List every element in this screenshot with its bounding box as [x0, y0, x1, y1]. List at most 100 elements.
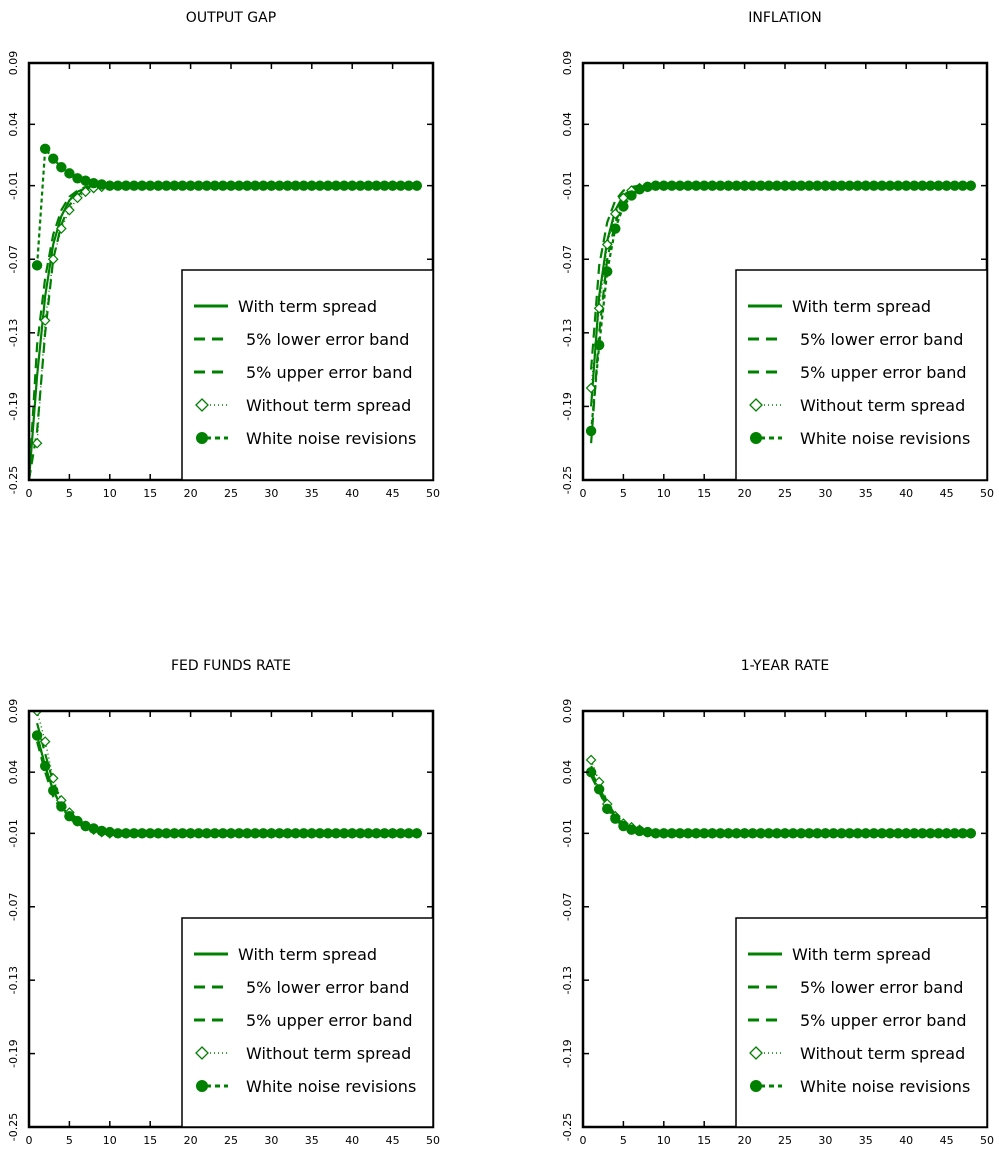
legend-label: 5% upper error band — [246, 363, 413, 382]
point-white-noise — [593, 784, 605, 795]
point-white-noise — [892, 180, 904, 191]
point-white-noise — [755, 180, 766, 191]
point-white-noise — [658, 828, 669, 839]
point-white-noise — [844, 180, 855, 191]
legend-circle-marker — [750, 1080, 762, 1092]
x-tick-label: 30 — [818, 1134, 832, 1147]
point-white-noise — [347, 828, 358, 839]
x-tick-label: 5 — [66, 487, 73, 500]
point-white-noise — [330, 828, 342, 839]
point-white-noise — [395, 828, 406, 839]
point-white-noise — [787, 180, 799, 191]
point-white-noise — [820, 180, 831, 191]
point-white-noise — [120, 828, 132, 839]
legend-label: Without term spread — [800, 1044, 965, 1063]
point-white-noise — [371, 828, 382, 839]
y-tick-label: -0.07 — [7, 245, 20, 273]
point-white-noise — [217, 828, 229, 839]
point-white-noise — [917, 828, 928, 839]
point-white-noise — [674, 828, 686, 839]
point-white-noise — [957, 828, 968, 839]
point-white-noise — [104, 180, 116, 191]
x-tick-label: 20 — [184, 1134, 198, 1147]
point-without-term-spread — [39, 736, 51, 747]
chart-panel-4: 1-YEAR RATE 0 5 10 15 20 25 30 35 40 45 50 -0.25 -0.1… — [561, 658, 994, 1147]
point-white-noise — [225, 828, 237, 839]
point-white-noise — [185, 180, 196, 191]
point-white-noise — [795, 828, 807, 839]
x-tick-label: 10 — [103, 487, 117, 500]
point-white-noise — [836, 828, 847, 839]
point-white-noise — [112, 180, 124, 191]
point-white-noise — [876, 180, 888, 191]
point-white-noise — [747, 828, 758, 839]
x-tick-label: 20 — [184, 487, 198, 500]
point-white-noise — [820, 828, 831, 839]
x-tick-label: 25 — [778, 487, 792, 500]
x-tick-label: 30 — [818, 487, 832, 500]
point-white-noise — [266, 180, 277, 191]
x-tick-label: 40 — [899, 1134, 913, 1147]
point-white-noise — [876, 828, 888, 839]
point-white-noise — [379, 828, 390, 839]
x-tick-label: 25 — [224, 487, 238, 500]
point-white-noise — [379, 180, 390, 191]
point-white-noise — [298, 828, 309, 839]
point-white-noise — [258, 828, 269, 839]
point-white-noise — [965, 828, 977, 839]
point-white-noise — [250, 828, 261, 839]
point-white-noise — [72, 815, 83, 827]
x-tick-label: 10 — [657, 1134, 671, 1147]
point-white-noise — [917, 180, 928, 191]
point-without-term-spread — [601, 239, 613, 250]
point-white-noise — [747, 180, 758, 191]
series-line-lower-band — [36, 741, 417, 835]
point-white-noise — [909, 828, 920, 839]
point-white-noise — [241, 180, 253, 191]
point-white-noise — [933, 180, 944, 191]
point-white-noise — [88, 823, 99, 834]
point-white-noise — [690, 828, 702, 839]
point-white-noise — [411, 828, 423, 839]
point-white-noise — [31, 730, 43, 741]
point-without-term-spread — [72, 192, 83, 204]
point-white-noise — [395, 180, 406, 191]
x-tick-label: 0 — [26, 487, 33, 500]
point-white-noise — [715, 828, 726, 839]
y-tick-label: 0.09 — [561, 699, 574, 724]
x-tick-label: 35 — [859, 1134, 873, 1147]
point-white-noise — [933, 828, 944, 839]
point-white-noise — [868, 828, 880, 839]
point-white-noise — [925, 180, 936, 191]
point-white-noise — [161, 828, 172, 839]
point-white-noise — [787, 828, 799, 839]
point-white-noise — [941, 828, 952, 839]
point-white-noise — [306, 180, 317, 191]
point-white-noise — [177, 828, 188, 839]
point-white-noise — [387, 828, 398, 839]
point-white-noise — [804, 180, 815, 191]
point-without-term-spread — [47, 772, 59, 784]
x-tick-label: 35 — [859, 487, 873, 500]
point-white-noise — [330, 180, 342, 191]
point-white-noise — [371, 180, 382, 191]
y-tick-label: 0.09 — [7, 699, 20, 724]
point-white-noise — [201, 180, 212, 191]
x-tick-label: 0 — [580, 487, 587, 500]
point-white-noise — [715, 180, 726, 191]
point-white-noise — [699, 828, 710, 839]
point-white-noise — [707, 180, 718, 191]
x-tick-label: 10 — [657, 487, 671, 500]
legend-label: 5% lower error band — [246, 330, 409, 349]
point-white-noise — [322, 828, 334, 839]
y-tick-label: -0.25 — [7, 1113, 20, 1141]
y-tick-label: -0.13 — [561, 319, 574, 347]
x-tick-label: 0 — [580, 1134, 587, 1147]
y-tick-label: -0.19 — [7, 1039, 20, 1067]
point-white-noise — [626, 190, 637, 201]
y-tick-label: -0.25 — [561, 1113, 574, 1141]
point-without-term-spread — [31, 437, 43, 449]
y-tick-label: -0.19 — [7, 392, 20, 420]
series-line-without-term-spread — [590, 759, 971, 835]
